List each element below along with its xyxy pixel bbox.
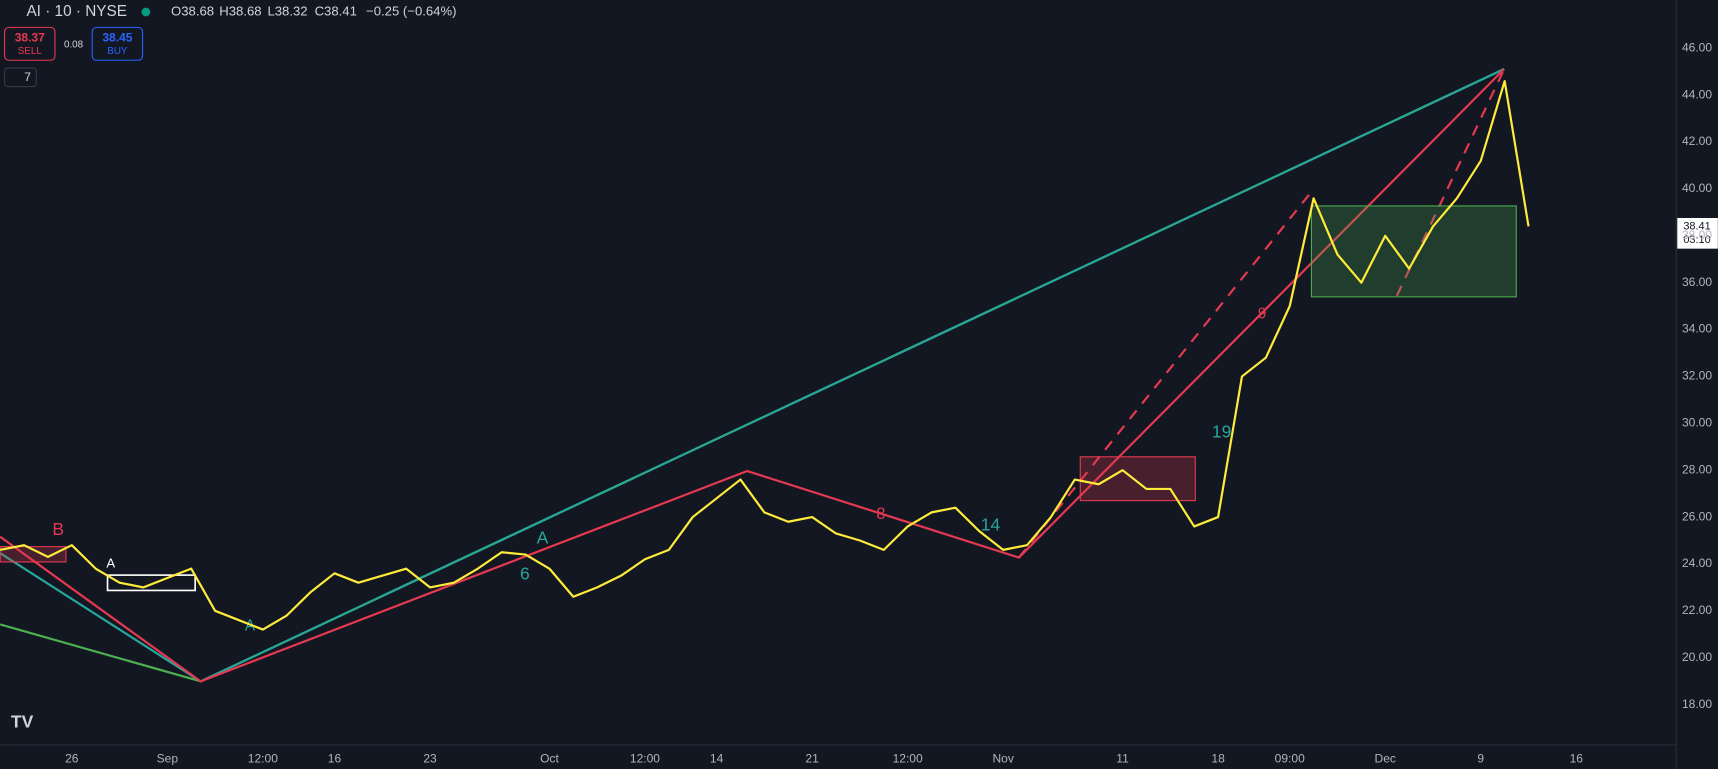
range-box xyxy=(106,574,196,592)
annotation: 6 xyxy=(520,564,530,584)
y-tick-label: 28.00 xyxy=(1682,462,1712,476)
ohlc-low: L38.32 xyxy=(267,4,307,19)
countdown: 03:10 xyxy=(1683,234,1710,246)
annotation: B xyxy=(52,519,64,539)
x-tick-label: 18 xyxy=(1211,751,1225,765)
sell-price: 38.37 xyxy=(15,31,45,45)
sell-button[interactable] xyxy=(4,26,56,61)
annotation: 8 xyxy=(876,505,885,523)
y-tick-label: 24.00 xyxy=(1682,556,1712,570)
ohlc-open: O38.68 xyxy=(171,4,214,19)
x-tick-label: 11 xyxy=(1116,751,1129,765)
change: −0.25 (−0.64%) xyxy=(366,4,456,19)
y-tick-label: 26.00 xyxy=(1682,509,1712,523)
x-tick-label: Oct xyxy=(540,751,559,765)
annotation: 19 xyxy=(1212,421,1231,441)
price-tag xyxy=(1677,217,1718,249)
price-line xyxy=(0,80,1530,631)
x-tick-label: 12:00 xyxy=(248,751,278,765)
x-tick-label: 09:00 xyxy=(1275,751,1305,765)
x-tick-label: 14 xyxy=(710,751,724,765)
y-tick-label: 32.00 xyxy=(1682,369,1712,383)
annotation: 9 xyxy=(1258,305,1267,322)
indicators-count: 7 xyxy=(24,70,31,84)
drawings xyxy=(0,68,1517,683)
logo: TV xyxy=(11,712,34,732)
y-tick-label: 44.00 xyxy=(1682,87,1712,101)
annotation: A xyxy=(537,528,549,548)
x-tick-label: 26 xyxy=(65,751,79,765)
x-tick-label: Sep xyxy=(157,751,179,765)
annotation: A xyxy=(245,618,256,635)
x-tick-label: 23 xyxy=(423,751,437,765)
buy-price: 38.45 xyxy=(102,31,132,45)
y-tick-label: 20.00 xyxy=(1682,650,1712,664)
y-tick-label: 22.00 xyxy=(1682,603,1712,617)
indicators-toggle[interactable] xyxy=(4,67,37,88)
trend-line xyxy=(0,68,1505,683)
range-box xyxy=(1079,456,1196,502)
last-price: 38.41 xyxy=(1683,221,1710,233)
y-tick-label: 46.00 xyxy=(1682,40,1712,54)
y-tick-label: 36.00 xyxy=(1682,275,1712,289)
x-tick-label: 9 xyxy=(1477,751,1484,765)
x-tick-label: 12:00 xyxy=(630,751,660,765)
x-tick-label: Nov xyxy=(992,751,1013,765)
buy-label: BUY xyxy=(107,46,128,57)
ohlc-close: C38.41 xyxy=(315,4,357,19)
market-status xyxy=(141,7,151,17)
plot xyxy=(0,80,1530,631)
y-tick-label: 18.00 xyxy=(1682,697,1712,711)
ohlc-high: H38.68 xyxy=(219,4,261,19)
sell-label: SELL xyxy=(18,46,43,57)
range-box xyxy=(1310,205,1517,298)
y-tick-label: 42.00 xyxy=(1682,134,1712,148)
y-tick-label: 30.00 xyxy=(1682,416,1712,430)
x-tick-label: 16 xyxy=(328,751,342,765)
x-tick-label: 16 xyxy=(1570,751,1584,765)
y-tick-label: 38.00 xyxy=(1682,228,1712,242)
symbol[interactable]: AI · 10 · NYSE xyxy=(26,3,127,20)
x-tick-label: Dec xyxy=(1375,751,1396,765)
y-tick-label: 40.00 xyxy=(1682,181,1712,195)
annotation: A xyxy=(106,556,115,571)
y-tick-label: 34.00 xyxy=(1682,322,1712,336)
x-tick-label: 12:00 xyxy=(893,751,923,765)
annotation: 14 xyxy=(981,514,1001,534)
spread: 0.08 xyxy=(64,40,84,51)
buy-button[interactable] xyxy=(91,26,144,61)
range-box xyxy=(0,546,67,563)
x-tick-label: 21 xyxy=(805,751,819,765)
